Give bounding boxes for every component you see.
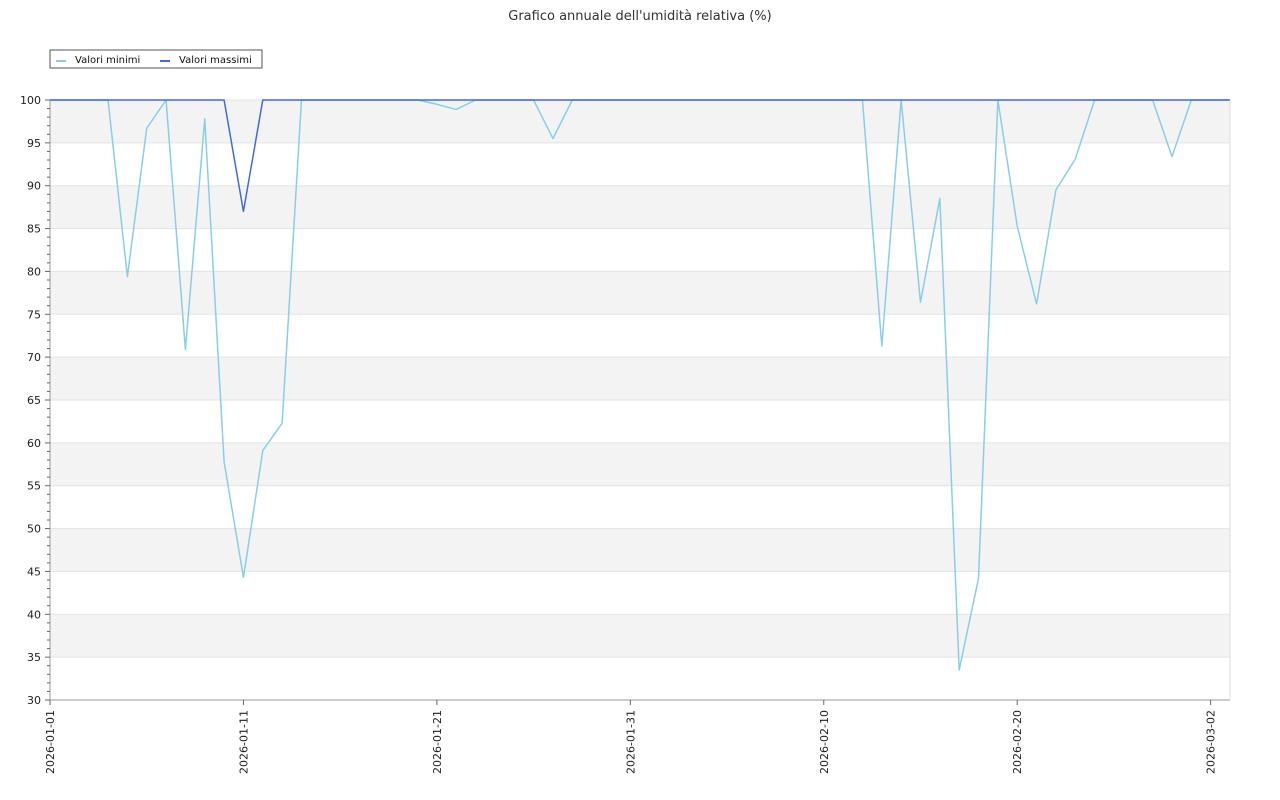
y-tick-label: 85 [27,223,41,236]
legend-label-min: Valori minimi [75,55,140,66]
plot-band [50,142,1230,186]
y-tick-label: 45 [27,565,41,578]
plot-band [50,614,1230,658]
series-lines [50,99,1230,671]
legend-box [49,49,263,69]
y-tick-label: 80 [27,265,41,278]
x-tick-label: 2026-02-10 [818,710,831,774]
y-tick-label: 90 [27,180,41,193]
y-tick-label: 60 [27,437,41,450]
y-tick-label: 35 [27,651,41,664]
chart-title: Grafico annuale dell'umidità relativa (%… [508,9,771,24]
plot-band [50,400,1230,443]
series-line-max [50,99,1230,213]
plot-band [50,571,1230,615]
y-tick-label: 100 [20,94,41,107]
plot-band [50,485,1230,529]
y-tick-label: 65 [27,394,41,407]
plot-band [50,100,1230,143]
y-tick-label: 70 [27,351,41,364]
x-tick-label: 2026-01-11 [237,710,250,774]
y-tick-label: 55 [27,480,41,493]
y-tick-label: 50 [27,523,41,536]
y-tick-label: 95 [27,137,41,150]
plot-band [50,314,1230,358]
y-axis-ticks: 30 35 40 45 50 55 60 65 70 75 80 85 90 95 100 [20,94,50,707]
plot-band [50,271,1230,315]
y-tick-label: 40 [27,608,41,621]
x-tick-label: 2026-01-01 [44,710,57,774]
plot-band [50,442,1230,486]
plot-band [50,657,1230,700]
x-tick-label: 2026-01-21 [431,710,444,774]
legend-label-max: Valori massimi [179,55,252,66]
x-tick-label: 2026-03-02 [1205,710,1218,774]
x-tick-label: 2026-01-31 [624,710,637,774]
x-axis-ticks: 2026-01-01 2026-01-11 2026-01-21 2026-01-31… [44,700,1218,774]
legend: Valori minimi Valori massimi [49,49,263,69]
plot-band [50,357,1230,400]
x-tick-label: 2026-02-20 [1011,710,1024,774]
y-tick-label: 75 [27,308,41,321]
plot-band [50,228,1230,272]
plot-band [50,528,1230,572]
y-tick-label: 30 [27,694,41,707]
